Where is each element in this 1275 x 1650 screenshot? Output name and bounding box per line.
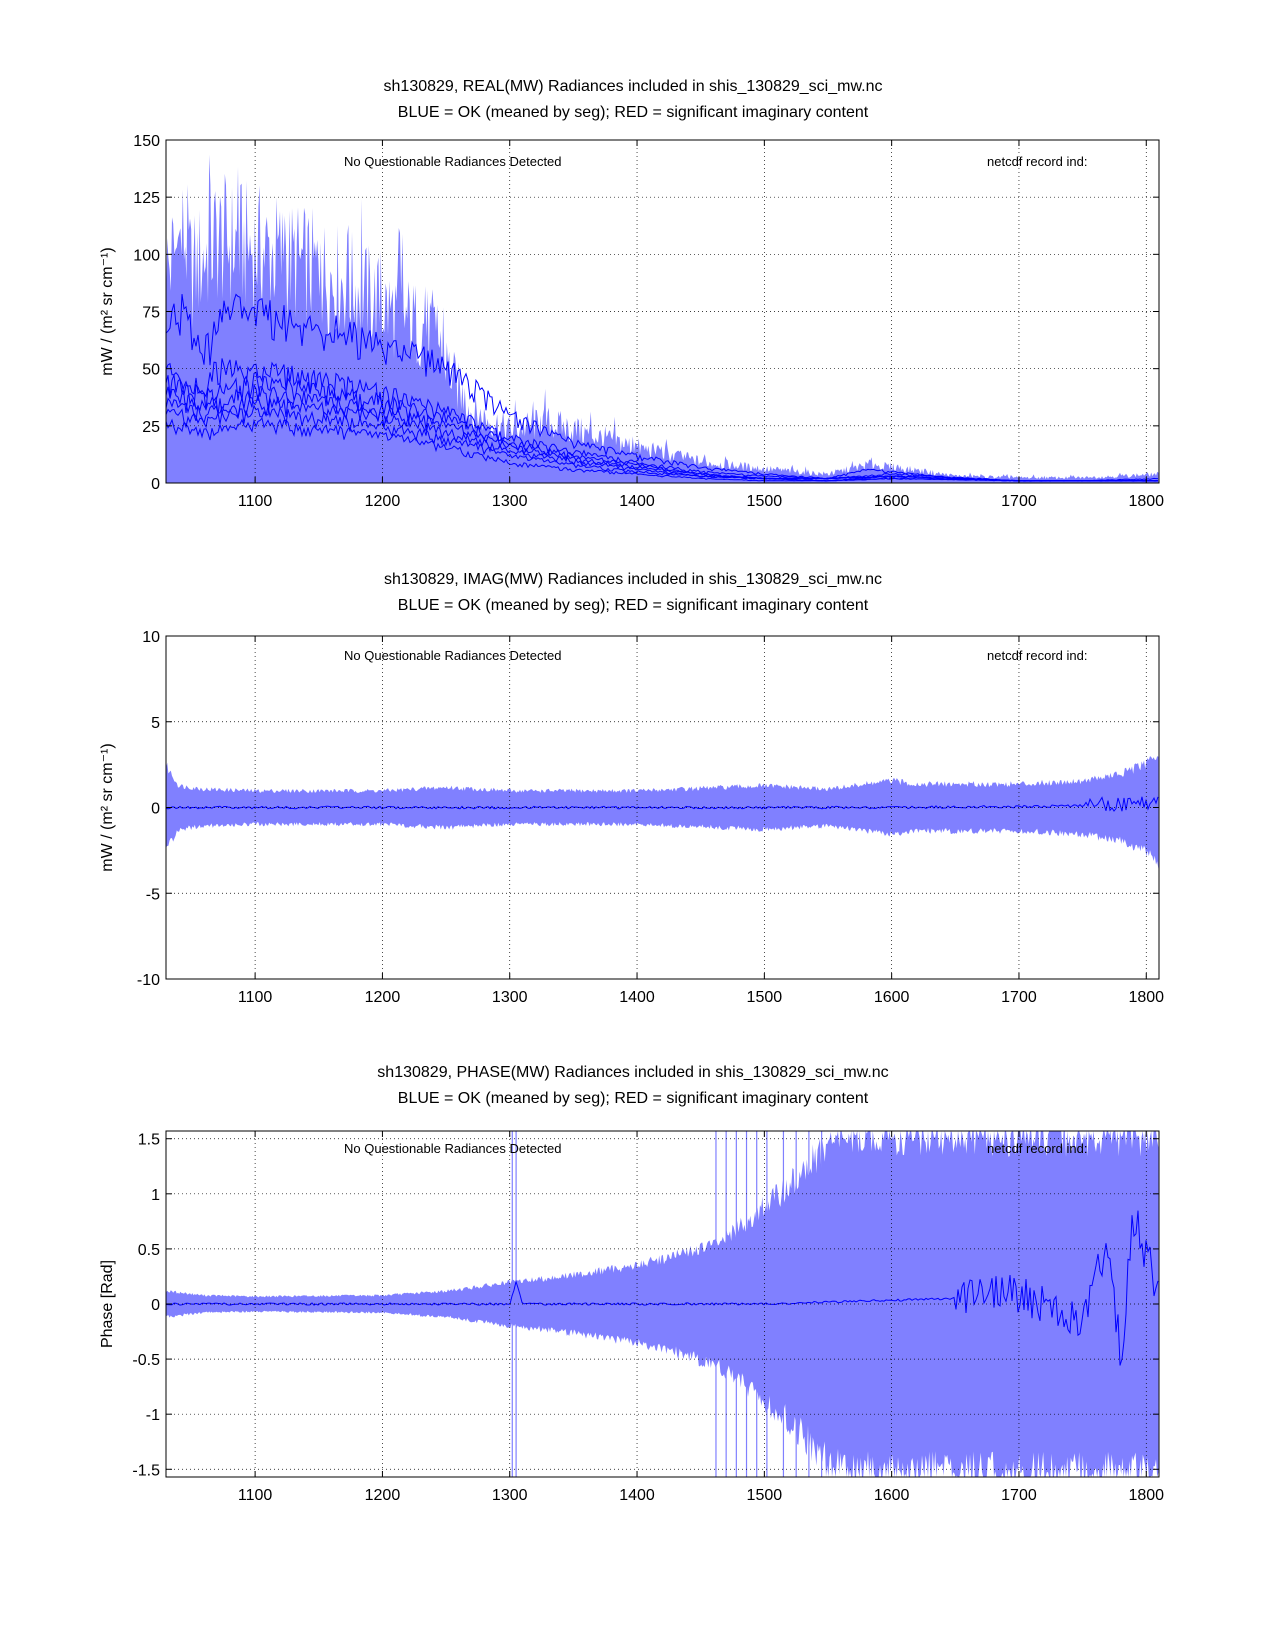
y-axis-label: mW / (m² sr cm⁻¹): [99, 743, 116, 871]
x-tick-label: 1200: [365, 989, 401, 1006]
y-tick-label: 1.5: [138, 1132, 160, 1149]
annotation-netcdf-record: netcdf record ind:: [987, 648, 1087, 663]
x-tick-label: 1100: [238, 1487, 273, 1504]
x-tick-label: 1700: [1001, 989, 1037, 1006]
y-tick-label: 100: [133, 247, 160, 264]
y-tick-label: -1.5: [132, 1462, 160, 1479]
x-tick-label: 1300: [492, 493, 528, 510]
x-tick-label: 1600: [874, 1487, 910, 1504]
y-tick-label: 5: [151, 715, 160, 732]
y-tick-label: 125: [133, 190, 160, 207]
y-tick-label: 0: [151, 1297, 160, 1314]
plot-content: [166, 756, 1159, 869]
x-tick-label: 1800: [1128, 989, 1164, 1006]
x-tick-label: 1800: [1128, 493, 1164, 510]
annotation-no-questionable: No Questionable Radiances Detected: [344, 154, 562, 169]
y-tick-label: 0.5: [138, 1242, 160, 1259]
y-tick-label: -1: [146, 1407, 160, 1424]
x-tick-label: 1200: [365, 1487, 401, 1504]
x-tick-label: 1100: [238, 493, 273, 510]
annotation-no-questionable: No Questionable Radiances Detected: [344, 648, 562, 663]
plot-area[interactable]: 1100 1200 1300 1400 1500 1600 1700 1800 -10 -5 0 5 1…: [137, 629, 1164, 1006]
y-tick-label: -0.5: [132, 1352, 160, 1369]
mean-series-line: [166, 1210, 1159, 1366]
y-tick-label: 75: [142, 305, 160, 322]
y-tick-label: 0: [151, 801, 160, 818]
chart-title-line1: sh130829, PHASE(MW) Radiances included i…: [377, 1064, 888, 1081]
x-tick-label: 1700: [1001, 493, 1037, 510]
y-tick-label: -10: [137, 972, 160, 989]
mean-series-line: [166, 417, 1159, 482]
plot-area[interactable]: 1100 1200 1300 1400 1500 1600 1700 1800 0 25 50 75 1…: [133, 133, 1164, 510]
y-axis-label: mW / (m² sr cm⁻¹): [99, 247, 116, 375]
x-tick-label: 1400: [619, 989, 655, 1006]
annotation-netcdf-record: netcdf record ind:: [987, 1141, 1087, 1156]
chart-real: sh130829, REAL(MW) Radiances included in…: [99, 78, 1164, 510]
mean-series-line: [166, 796, 1159, 812]
y-tick-label: 0: [151, 476, 160, 493]
x-tick-label: 1700: [1001, 1487, 1037, 1504]
x-tick-label: 1400: [619, 1487, 655, 1504]
y-tick-label: 1: [151, 1187, 160, 1204]
y-tick-label: 10: [142, 629, 160, 646]
chart-title-line2: BLUE = OK (meaned by seg); RED = signifi…: [398, 1090, 869, 1107]
plot-area[interactable]: 1100 1200 1300 1400 1500 1600 1700 1800 -1.5 -1 -0…: [132, 1130, 1164, 1504]
x-tick-label: 1500: [747, 1487, 783, 1504]
y-tick-label: 25: [142, 419, 160, 436]
y-tick-label: 50: [142, 362, 160, 379]
y-tick-label: -5: [146, 886, 160, 903]
annotation-no-questionable: No Questionable Radiances Detected: [344, 1141, 562, 1156]
plot-content: [166, 154, 1159, 483]
chart-title-line1: sh130829, REAL(MW) Radiances included in…: [384, 78, 883, 95]
x-tick-label: 1800: [1128, 1487, 1164, 1504]
y-tick-label: 150: [133, 133, 160, 150]
x-tick-label: 1100: [238, 989, 273, 1006]
y-axis-label: Phase [Rad]: [99, 1260, 116, 1348]
annotation-netcdf-record: netcdf record ind:: [987, 154, 1087, 169]
x-tick-label: 1200: [365, 493, 401, 510]
x-tick-label: 1400: [619, 493, 655, 510]
chart-title-line2: BLUE = OK (meaned by seg); RED = signifi…: [398, 104, 869, 121]
x-tick-label: 1600: [874, 493, 910, 510]
x-tick-label: 1500: [747, 493, 783, 510]
x-tick-label: 1300: [492, 1487, 528, 1504]
envelope-area: [166, 756, 1159, 869]
chart-imag: sh130829, IMAG(MW) Radiances included in…: [99, 571, 1164, 1006]
chart-title-line1: sh130829, IMAG(MW) Radiances included in…: [384, 571, 882, 588]
chart-title-line2: BLUE = OK (meaned by seg); RED = signifi…: [398, 597, 869, 614]
x-tick-label: 1600: [874, 989, 910, 1006]
x-tick-label: 1300: [492, 989, 528, 1006]
chart-phase: sh130829, PHASE(MW) Radiances included i…: [99, 1064, 1164, 1504]
x-tick-label: 1500: [747, 989, 783, 1006]
